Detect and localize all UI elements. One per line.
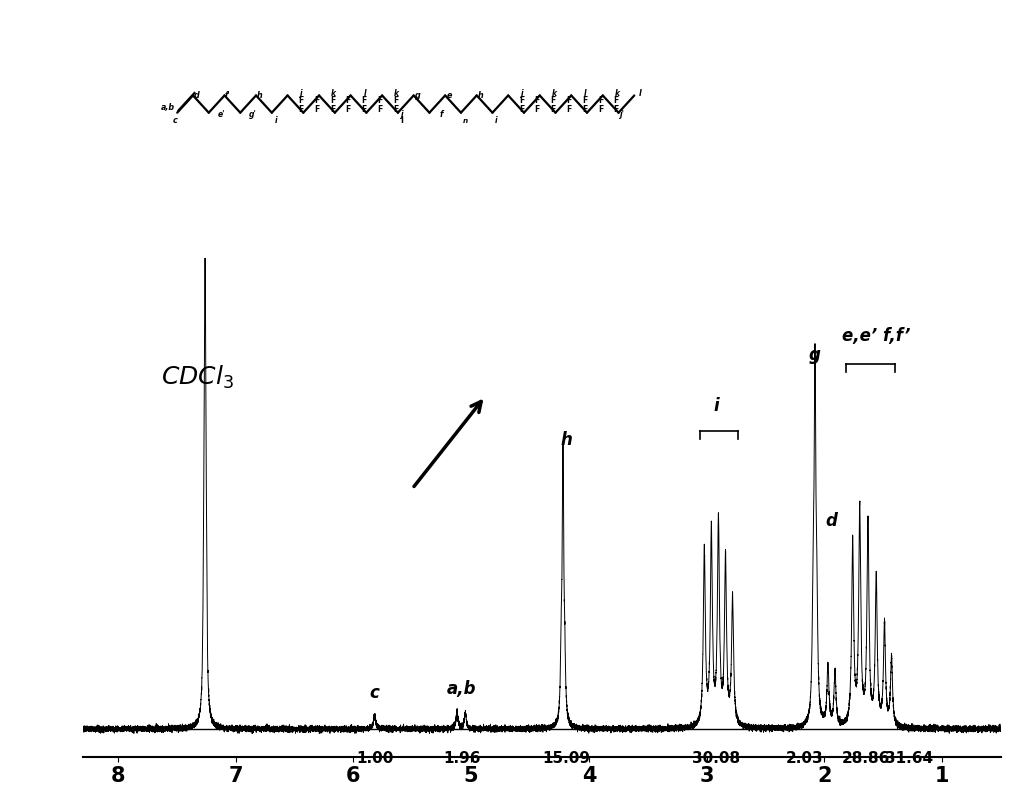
Text: e: e	[447, 91, 452, 100]
Text: j: j	[300, 89, 303, 98]
Text: k: k	[614, 89, 619, 98]
Text: i: i	[713, 397, 719, 415]
Text: n: n	[462, 118, 467, 124]
Text: l: l	[363, 89, 366, 98]
Text: j: j	[400, 110, 404, 119]
Text: g': g'	[249, 110, 257, 119]
Text: F: F	[361, 105, 366, 114]
Text: F: F	[377, 96, 383, 105]
Text: 30.08: 30.08	[692, 751, 740, 766]
Text: F: F	[598, 105, 603, 114]
Text: d: d	[826, 512, 837, 530]
Text: F: F	[314, 96, 319, 105]
Text: k: k	[330, 89, 335, 98]
Text: c: c	[369, 684, 380, 702]
Text: j': j'	[620, 110, 625, 119]
Text: F: F	[361, 96, 366, 105]
Text: F: F	[567, 96, 572, 105]
Text: F: F	[550, 96, 556, 105]
Text: F: F	[298, 105, 303, 114]
Text: F: F	[535, 105, 540, 114]
Text: g: g	[809, 346, 820, 364]
Text: F: F	[519, 105, 524, 114]
Text: a,b: a,b	[161, 103, 174, 112]
Text: F: F	[330, 105, 335, 114]
Text: k: k	[551, 89, 556, 98]
Text: 2.03: 2.03	[785, 751, 824, 766]
Text: e': e'	[218, 110, 225, 119]
Text: F: F	[614, 96, 619, 105]
Text: i: i	[275, 117, 277, 126]
Text: h: h	[257, 91, 263, 100]
Text: F: F	[393, 105, 398, 114]
Text: $CDCl_3$: $CDCl_3$	[161, 364, 233, 391]
Text: F: F	[582, 96, 587, 105]
Text: F: F	[614, 105, 619, 114]
Text: 1.96: 1.96	[443, 751, 481, 766]
Text: F: F	[582, 105, 587, 114]
Text: h: h	[560, 431, 573, 449]
Text: l: l	[639, 89, 642, 98]
Text: g: g	[415, 91, 420, 100]
Text: 15.09: 15.09	[543, 751, 590, 766]
Text: F: F	[550, 105, 556, 114]
Text: 28.86: 28.86	[841, 751, 890, 766]
Text: i: i	[495, 117, 497, 126]
Text: F: F	[330, 96, 335, 105]
Text: j: j	[521, 89, 523, 98]
Text: e,e’ f,f’: e,e’ f,f’	[842, 328, 910, 345]
Text: 31.64: 31.64	[885, 751, 933, 766]
Text: F: F	[393, 96, 398, 105]
Text: F: F	[598, 96, 603, 105]
Text: F: F	[377, 105, 383, 114]
Text: k: k	[394, 89, 399, 98]
Text: F: F	[535, 96, 540, 105]
Text: I: I	[400, 117, 404, 126]
Text: h: h	[478, 91, 484, 100]
Text: f: f	[440, 110, 443, 119]
Text: F: F	[519, 96, 524, 105]
Text: 1.00: 1.00	[356, 751, 393, 766]
Text: F: F	[346, 96, 351, 105]
Text: d: d	[193, 91, 199, 100]
Text: F: F	[567, 105, 572, 114]
Text: F: F	[346, 105, 351, 114]
Text: a,b: a,b	[447, 679, 477, 698]
Text: c: c	[172, 117, 178, 126]
Text: F: F	[314, 105, 319, 114]
Text: f': f'	[225, 91, 230, 100]
Text: l: l	[584, 89, 587, 98]
Text: F: F	[298, 96, 303, 105]
